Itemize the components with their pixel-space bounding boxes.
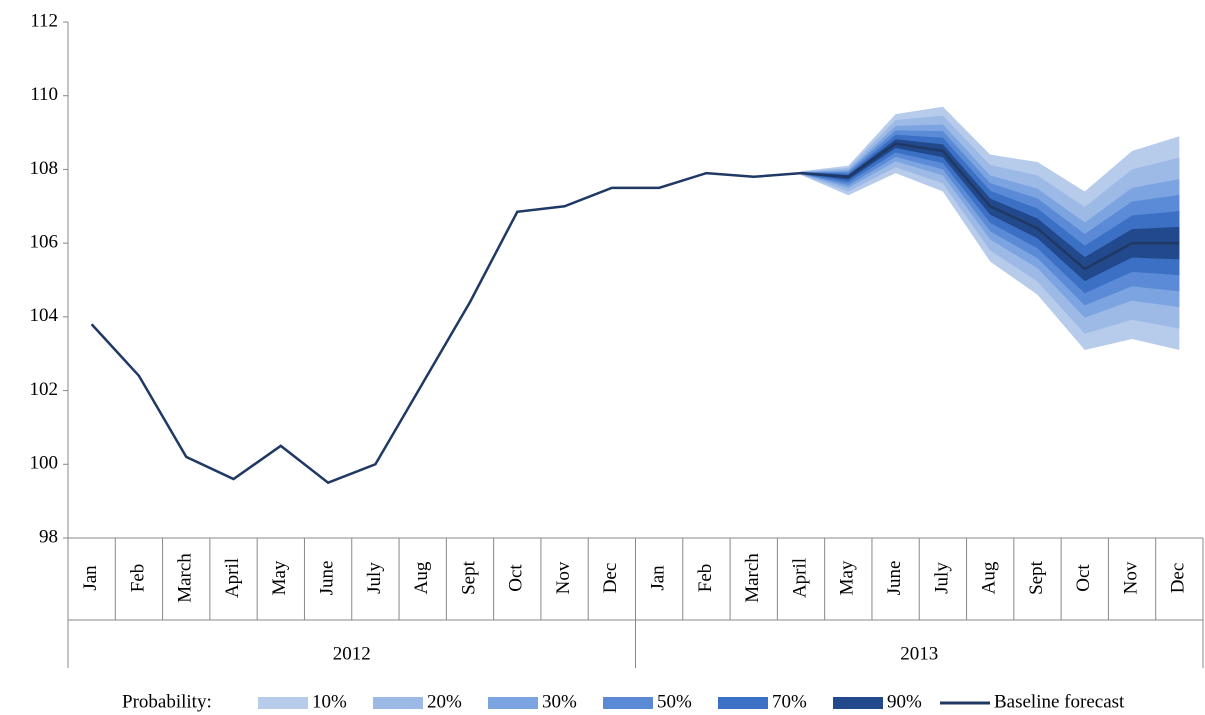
x-tick-label: Oct [1073,564,1094,592]
x-tick-label: Aug [979,561,1000,594]
legend-swatch [718,697,768,709]
x-tick-label: Sept [1026,560,1047,595]
legend-swatch [258,697,308,709]
x-tick-label: Feb [695,564,716,593]
x-tick-label: Dec [600,563,621,594]
legend-label: 90% [887,691,922,712]
x-tick-label: Jan [648,565,669,591]
y-tick-label: 98 [39,526,58,547]
legend-swatch [833,697,883,709]
y-tick-label: 110 [30,84,58,105]
x-tick-label: April [222,558,243,598]
x-tick-label: March [175,553,196,603]
y-tick-label: 102 [30,379,59,400]
year-label: 2012 [333,643,371,664]
legend-title: Probability: [122,691,212,712]
x-tick-label: Sept [458,560,479,595]
legend-label: 20% [427,691,462,712]
year-label: 2013 [900,643,938,664]
y-tick-label: 108 [30,158,59,179]
x-tick-label: July [931,562,952,594]
x-tick-label: Oct [506,564,527,592]
legend-swatch [488,697,538,709]
x-tick-label: April [789,558,810,598]
x-tick-label: June [316,561,337,596]
legend-swatch [373,697,423,709]
y-tick-label: 104 [30,305,59,326]
legend-label: 50% [657,691,692,712]
legend-label: 30% [542,691,577,712]
x-tick-label: Nov [1120,561,1141,594]
x-tick-label: March [742,553,763,603]
x-tick-label: Nov [553,561,574,594]
x-tick-label: Feb [127,564,148,593]
x-tick-label: May [837,560,858,595]
x-tick-label: Aug [411,561,432,594]
x-tick-label: May [269,560,290,595]
baseline-line [90,142,1180,485]
fan-band [801,139,1180,282]
y-tick-label: 112 [30,10,58,31]
x-tick-label: Dec [1168,563,1189,594]
legend-label: Baseline forecast [994,691,1125,712]
legend-label: 10% [312,691,347,712]
x-tick-label: July [364,562,385,594]
x-tick-label: Jan [80,565,101,591]
y-tick-label: 106 [30,232,59,253]
y-tick-label: 100 [30,453,59,474]
x-tick-label: June [884,561,905,596]
legend-label: 70% [772,691,807,712]
legend-swatch [603,697,653,709]
